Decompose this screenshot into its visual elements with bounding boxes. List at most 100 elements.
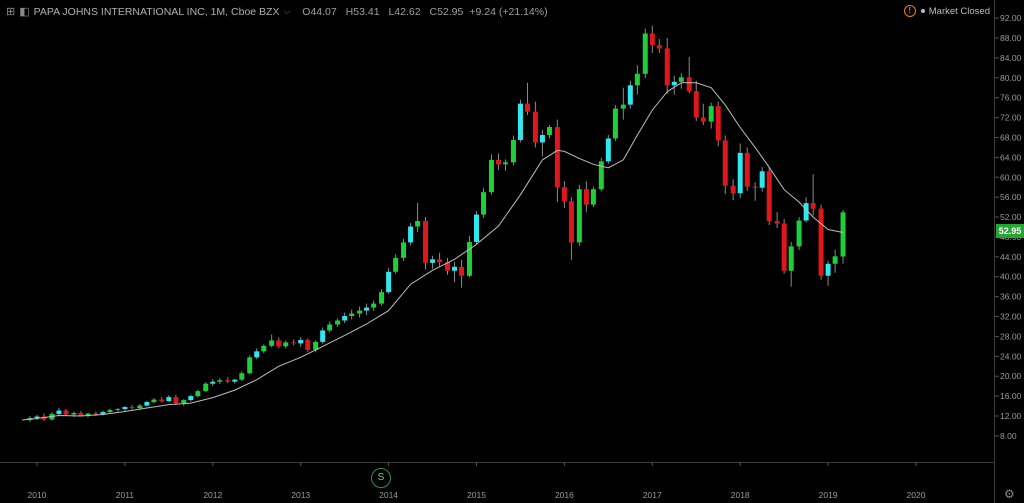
candle — [115, 408, 121, 412]
candle-body — [715, 106, 721, 141]
time-tick-label: 2014 — [379, 490, 398, 500]
candle-body — [423, 221, 429, 263]
candle — [481, 188, 487, 219]
candle — [217, 378, 223, 385]
candle-body — [612, 108, 618, 139]
candle — [759, 167, 765, 192]
candle — [401, 238, 407, 261]
candle — [722, 135, 728, 195]
candle — [305, 338, 311, 352]
candle — [612, 105, 618, 141]
candle-body — [181, 400, 187, 404]
gear-icon[interactable]: ⚙ — [1004, 487, 1015, 501]
candle — [532, 101, 538, 148]
ohlc-values: O44.07 H53.41 L42.62 C52.95 — [302, 6, 469, 18]
candle-body — [115, 409, 121, 411]
candle — [203, 382, 209, 393]
candle — [524, 82, 530, 116]
candle-body — [568, 201, 574, 243]
candle — [810, 174, 816, 216]
candle — [335, 318, 341, 327]
candle-body — [474, 214, 479, 242]
candle-body — [481, 192, 487, 215]
candle — [364, 303, 370, 316]
candle-body — [503, 162, 509, 165]
time-tick-label: 2020 — [907, 490, 926, 500]
price-tick-label: 20.00 — [1000, 371, 1022, 381]
candle-body — [232, 379, 238, 382]
candle — [737, 143, 743, 199]
time-tick-label: 2019 — [819, 490, 838, 500]
candle — [642, 28, 648, 79]
candle-body — [708, 106, 714, 122]
candle — [320, 327, 326, 344]
candle-body — [825, 263, 831, 276]
symbol-name[interactable]: PAPA JOHNS INTERNATIONAL INC, 1M, Cboe B… — [33, 5, 280, 18]
candle-body — [517, 103, 523, 140]
candle — [349, 309, 355, 320]
candle — [232, 378, 238, 384]
candle — [430, 255, 436, 269]
price-tick-label: 44.00 — [1000, 252, 1022, 262]
candle-body — [803, 203, 809, 221]
price-tick-label: 52.00 — [1000, 212, 1022, 222]
candle — [342, 312, 348, 323]
candle — [495, 153, 501, 171]
candle-body — [100, 412, 106, 415]
plus-square-icon[interactable]: ⊞ — [6, 6, 16, 18]
candle-body — [840, 212, 846, 257]
candle-body — [335, 320, 341, 325]
chevron-down-icon[interactable]: ⌵ — [283, 6, 291, 16]
price-tick-label: 72.00 — [1000, 113, 1022, 123]
candle-body — [678, 77, 684, 82]
candle — [195, 389, 201, 398]
candle — [269, 334, 275, 348]
candle-body — [151, 399, 157, 403]
candle — [357, 306, 363, 318]
candle — [825, 260, 831, 286]
candle — [247, 355, 253, 375]
candle-body — [85, 413, 91, 416]
high-value: H53.41 — [345, 5, 380, 18]
events-badge[interactable]: S — [371, 468, 391, 488]
candle — [298, 336, 304, 347]
candle-body — [63, 410, 69, 415]
candle — [788, 241, 794, 287]
candle-body — [137, 405, 143, 409]
candle-body — [642, 33, 648, 74]
candle-body — [539, 134, 545, 143]
candle — [122, 406, 128, 412]
warning-circle-icon: ! — [903, 5, 916, 17]
candle — [466, 235, 472, 278]
candle-body — [393, 257, 399, 272]
candle-body — [408, 226, 414, 243]
candle — [671, 75, 677, 95]
price-tick-label: 40.00 — [1000, 272, 1022, 282]
candle-body — [247, 357, 253, 374]
candle-body — [488, 159, 494, 193]
candle-body — [305, 339, 311, 350]
price-tick-label: 8.00 — [1000, 431, 1017, 441]
candle-body — [342, 316, 348, 321]
market-status[interactable]: ! Market Closed — [903, 5, 990, 17]
candle-body — [583, 189, 589, 205]
price-tick-label: 24.00 — [1000, 351, 1022, 361]
candle-body — [437, 259, 443, 263]
candle — [708, 102, 714, 129]
candle-body — [781, 223, 787, 271]
candle — [686, 56, 692, 94]
candle — [517, 99, 523, 143]
candle — [620, 87, 626, 120]
price-axis-labels: 92.00 88.00 84.00 80.00 76.00 72.00 68.00 64.00… — [995, 13, 1022, 441]
candle-body — [430, 259, 436, 263]
candle — [796, 217, 802, 250]
candle-body — [664, 48, 670, 86]
candle-body — [313, 341, 319, 350]
price-tick-label: 76.00 — [1000, 93, 1022, 103]
price-tick-label: 80.00 — [1000, 73, 1022, 83]
candle — [144, 401, 150, 407]
candle — [576, 184, 582, 246]
candle — [503, 159, 509, 171]
time-tick-label: 2011 — [116, 490, 135, 500]
